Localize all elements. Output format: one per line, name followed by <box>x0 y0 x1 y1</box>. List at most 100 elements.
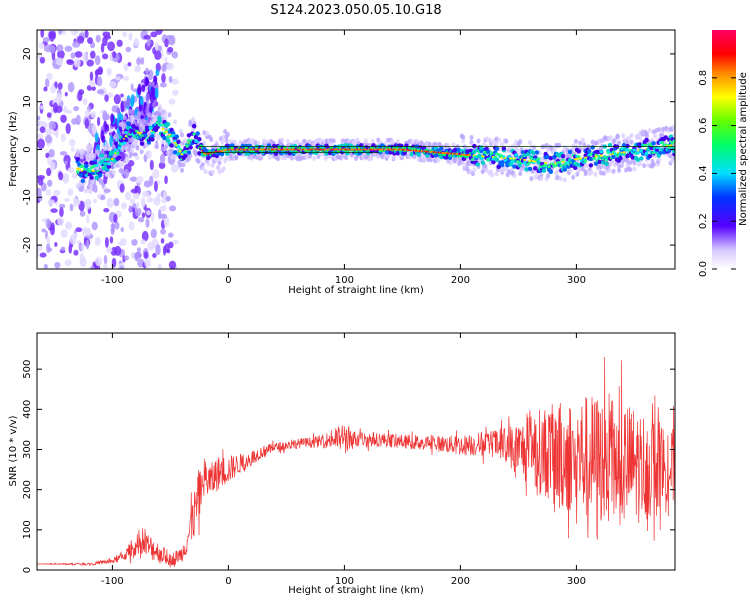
spectrogram-cell <box>558 176 563 182</box>
spectrogram-cell <box>105 157 109 161</box>
colorbar: 0.0 0.2 0.4 0.6 0.8 Normalized spectral ampl… <box>698 30 749 277</box>
spectrogram-cell <box>622 151 626 154</box>
spectrogram-cell <box>160 139 165 145</box>
spectrogram-cell <box>45 218 51 229</box>
spectrogram-cell <box>461 134 466 140</box>
spectrogram-cell <box>148 127 153 131</box>
spectrogram-cell <box>171 133 176 137</box>
spectrogram-cell <box>470 158 475 162</box>
spectrogram-cell <box>123 255 130 261</box>
spectrogram-cell <box>107 146 112 152</box>
spectrogram-cell <box>344 155 349 161</box>
spectrogram-cell <box>145 67 149 75</box>
spectrogram-cell <box>38 42 45 49</box>
spectrogram-cell <box>39 126 46 134</box>
spectrogram-cell <box>156 135 161 141</box>
spectrogram-cell <box>92 198 97 204</box>
spectrogram-cell <box>157 118 162 124</box>
spectrogram-cell <box>139 141 145 146</box>
spectrogram-cell <box>122 31 128 38</box>
spectrogram-cell <box>45 128 53 136</box>
snr-x-tick-label: 0 <box>225 576 231 587</box>
spectrogram-cell <box>99 153 105 158</box>
spectrogram-cell <box>618 155 623 161</box>
spectrogram-cell <box>620 147 625 151</box>
spectrogram-cell <box>54 261 61 269</box>
spectrogram-cell <box>64 160 68 165</box>
spectrogram-cell <box>87 37 93 45</box>
spectrogram-cell <box>83 228 88 234</box>
spectrogram-cell <box>120 93 124 98</box>
spectrogram-cell <box>536 157 541 161</box>
spectrogram-cell <box>210 169 215 175</box>
spectrogram-cell <box>548 156 554 161</box>
spectrogram-cell <box>60 114 67 123</box>
spectrogram-cell <box>583 159 588 163</box>
spectrogram-cell <box>169 205 177 212</box>
spectrogram-cell <box>129 147 134 153</box>
spectrogram-cell <box>123 63 129 72</box>
spectrogram-cell <box>67 167 75 174</box>
spectrogram-cell <box>96 116 101 127</box>
spectrogram-cell <box>90 111 97 119</box>
spectrogram-cell <box>186 150 192 155</box>
spectrogram-cell <box>150 137 155 142</box>
spectrogram-cell <box>123 100 128 109</box>
spectrogram-cell <box>131 239 138 246</box>
spectrogram-cell <box>499 162 505 168</box>
spectrogram-cell <box>133 37 140 47</box>
spectrogram-cell <box>526 162 531 166</box>
spectrogram-cell <box>37 138 45 150</box>
spectrogram-cell <box>522 153 527 158</box>
spectrogram-x-tick-label: 300 <box>567 275 586 286</box>
spectrogram-cell <box>82 167 87 171</box>
spectrogram-cell <box>81 242 85 252</box>
spectrogram-cell <box>86 214 90 224</box>
spectrogram-cell <box>223 129 228 135</box>
spectrogram-cell <box>272 143 277 149</box>
spectrogram-cell <box>38 194 43 202</box>
spectrogram-cell <box>113 245 122 256</box>
spectrogram-cell <box>120 161 125 167</box>
spectrogram-cell <box>644 151 649 155</box>
spectrogram-cell <box>608 135 613 141</box>
spectrogram-cell <box>630 155 635 160</box>
spectrogram-cell <box>328 141 333 147</box>
spectrogram-cell <box>159 213 168 219</box>
spectrogram-cell <box>420 153 425 159</box>
spectrogram-cell <box>162 135 167 141</box>
spectrogram-cell <box>178 147 183 151</box>
spectrogram-cell <box>87 168 92 172</box>
spectrogram-cell <box>483 163 488 169</box>
spectrogram-cell <box>152 168 160 180</box>
spectrogram-cell <box>154 41 159 51</box>
spectrogram-cell <box>635 157 641 163</box>
spectrogram-cell <box>113 94 121 105</box>
spectrogram-cell <box>155 30 163 35</box>
spectrogram-cell <box>56 92 62 104</box>
spectrogram-cell <box>80 178 86 184</box>
spectrogram-cell <box>604 161 609 167</box>
spectrogram-cell <box>47 156 52 166</box>
spectrogram-cell <box>125 121 131 126</box>
spectrogram-y-tick-label: 10 <box>22 95 33 108</box>
spectrogram-cell <box>448 160 453 166</box>
spectrogram-cell <box>644 131 649 137</box>
spectrogram-cell <box>578 140 583 146</box>
spectrogram-cell <box>159 82 167 88</box>
spectrogram-cell <box>555 168 560 174</box>
spectrogram-cell <box>195 131 200 136</box>
spectrogram-cell <box>128 205 133 214</box>
spectrogram-cell <box>206 161 211 167</box>
spectrogram-cell <box>490 172 495 178</box>
spectrogram-cell <box>548 169 554 174</box>
spectrogram-cell <box>43 264 48 269</box>
spectrogram-cell <box>126 97 131 107</box>
spectrogram-cell <box>72 41 80 48</box>
spectrogram-cell <box>154 87 159 99</box>
spectrogram-cell <box>576 149 581 154</box>
spectrogram-cell <box>169 127 174 133</box>
spectrogram-cell <box>580 137 585 143</box>
colorbar-tick-label: 0.0 <box>698 261 709 277</box>
spectrogram-cell <box>103 188 111 194</box>
